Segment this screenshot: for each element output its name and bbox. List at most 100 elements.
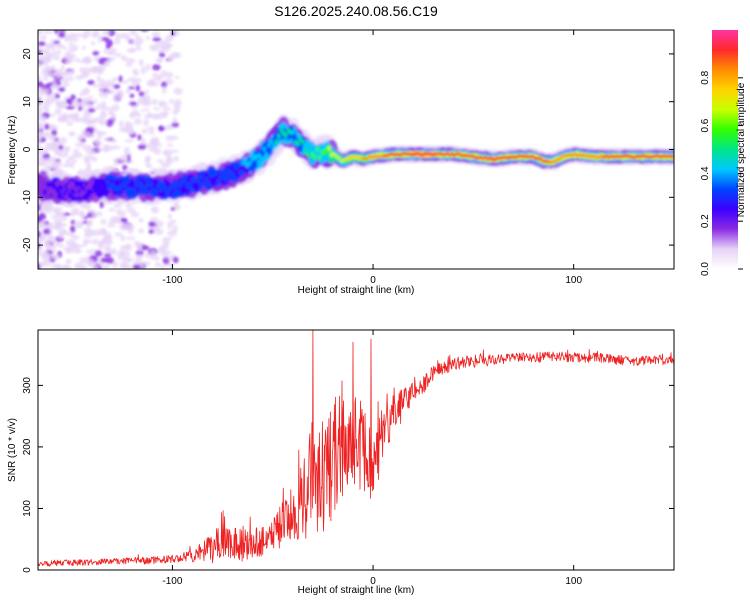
- x-tick-label: 100: [565, 576, 582, 587]
- ridge-blob: [103, 184, 108, 191]
- noise-blob: [101, 100, 107, 108]
- noise-blob: [88, 95, 94, 100]
- ridge-blob: [250, 156, 254, 162]
- noise-blob: [126, 35, 131, 43]
- noise-blob: [69, 242, 77, 249]
- ridge-blob: [619, 154, 623, 159]
- noise-blob: [58, 144, 64, 150]
- noise-blob: [155, 41, 165, 48]
- ridge-blob: [313, 154, 317, 161]
- ridge-blob: [142, 187, 146, 193]
- ridge-blob: [226, 167, 230, 174]
- noise-blob: [125, 243, 132, 252]
- noise-blob: [38, 149, 44, 156]
- ridge-blob: [440, 152, 445, 157]
- noise-blob: [138, 227, 145, 234]
- noise-blob: [38, 61, 43, 68]
- noise-blob: [119, 209, 126, 218]
- ridge-blob: [452, 153, 457, 158]
- ridge-blob: [46, 181, 50, 188]
- noise-blob: [44, 43, 54, 48]
- ridge-blob: [592, 154, 596, 158]
- noise-blob: [58, 31, 66, 38]
- noise-blob: [69, 133, 75, 137]
- noise-blob: [166, 221, 174, 229]
- noise-blob: [74, 58, 81, 63]
- ridge-blob: [573, 152, 577, 156]
- noise-blob: [50, 165, 59, 170]
- noise-blob: [68, 161, 75, 169]
- ridge-blob: [233, 164, 238, 171]
- noise-blob: [155, 57, 164, 63]
- ridge-blob: [508, 155, 512, 160]
- noise-blob: [60, 136, 68, 145]
- ridge-blob: [216, 178, 221, 185]
- ridge-blob: [609, 154, 613, 158]
- noise-blob: [99, 111, 108, 120]
- noise-blob: [135, 33, 140, 41]
- noise-blob: [119, 93, 124, 98]
- noise-blob: [127, 129, 136, 135]
- ridge-blob: [354, 155, 358, 160]
- ridge-blob: [284, 132, 288, 138]
- ridge-blob: [493, 157, 498, 161]
- ridge-blob: [510, 155, 514, 159]
- noise-blob: [114, 232, 123, 237]
- noise-blob: [58, 217, 68, 221]
- ridge-blob: [147, 180, 151, 186]
- ridge-blob: [659, 155, 664, 159]
- noise-blob: [148, 129, 155, 135]
- noise-blob: [173, 52, 182, 58]
- ridge-blob: [190, 177, 194, 184]
- noise-blob: [99, 78, 105, 83]
- noise-blob: [81, 67, 92, 75]
- noise-blob: [146, 126, 156, 131]
- ridge-blob: [286, 127, 290, 134]
- x-tick-label: 0: [370, 576, 376, 587]
- ridge-blob: [378, 154, 382, 159]
- ridge-blob: [48, 181, 52, 188]
- ridge-blob: [525, 154, 529, 158]
- noise-blob: [47, 134, 56, 141]
- ridge-blob: [298, 136, 303, 142]
- noise-blob: [113, 158, 119, 166]
- noise-blob: [141, 137, 146, 145]
- noise-blob: [152, 107, 161, 111]
- noise-blob: [144, 89, 150, 94]
- noise-blob: [90, 41, 96, 46]
- noise-blob: [160, 70, 168, 78]
- noise-blob: [121, 80, 129, 85]
- ridge-blob: [132, 188, 136, 194]
- ridge-blob: [640, 154, 644, 158]
- x-tick-label: 100: [565, 275, 582, 286]
- spectrogram-y-label: Frequency (Hz): [7, 116, 18, 185]
- ridge-blob: [262, 146, 266, 152]
- noise-blob: [38, 205, 42, 212]
- ridge-blob: [180, 178, 185, 185]
- noise-blob: [60, 228, 66, 235]
- noise-blob: [40, 223, 46, 229]
- ridge-blob: [322, 149, 327, 155]
- ridge-blob: [106, 179, 110, 185]
- noise-blob: [78, 101, 88, 107]
- ridge-blob: [614, 154, 618, 159]
- ridge-blob: [123, 181, 127, 187]
- noise-blob: [50, 243, 57, 249]
- ridge-blob: [387, 152, 392, 157]
- y-tick-label: 0: [22, 146, 33, 152]
- ridge-blob: [214, 169, 218, 176]
- ridge-blob: [251, 159, 258, 169]
- ridge-blob: [310, 151, 315, 158]
- ridge-blob: [195, 177, 199, 183]
- ridge-blob: [272, 143, 276, 149]
- noise-blob: [54, 108, 62, 115]
- ridge-blob: [41, 182, 45, 189]
- ridge-blob: [332, 152, 336, 156]
- noise-blob: [88, 134, 95, 139]
- ridge-blob: [474, 156, 478, 160]
- ridge-blob: [580, 154, 584, 158]
- noise-blob: [60, 64, 65, 71]
- snr-x-ticks: -100 0 100: [162, 330, 582, 587]
- noise-blob: [171, 122, 180, 128]
